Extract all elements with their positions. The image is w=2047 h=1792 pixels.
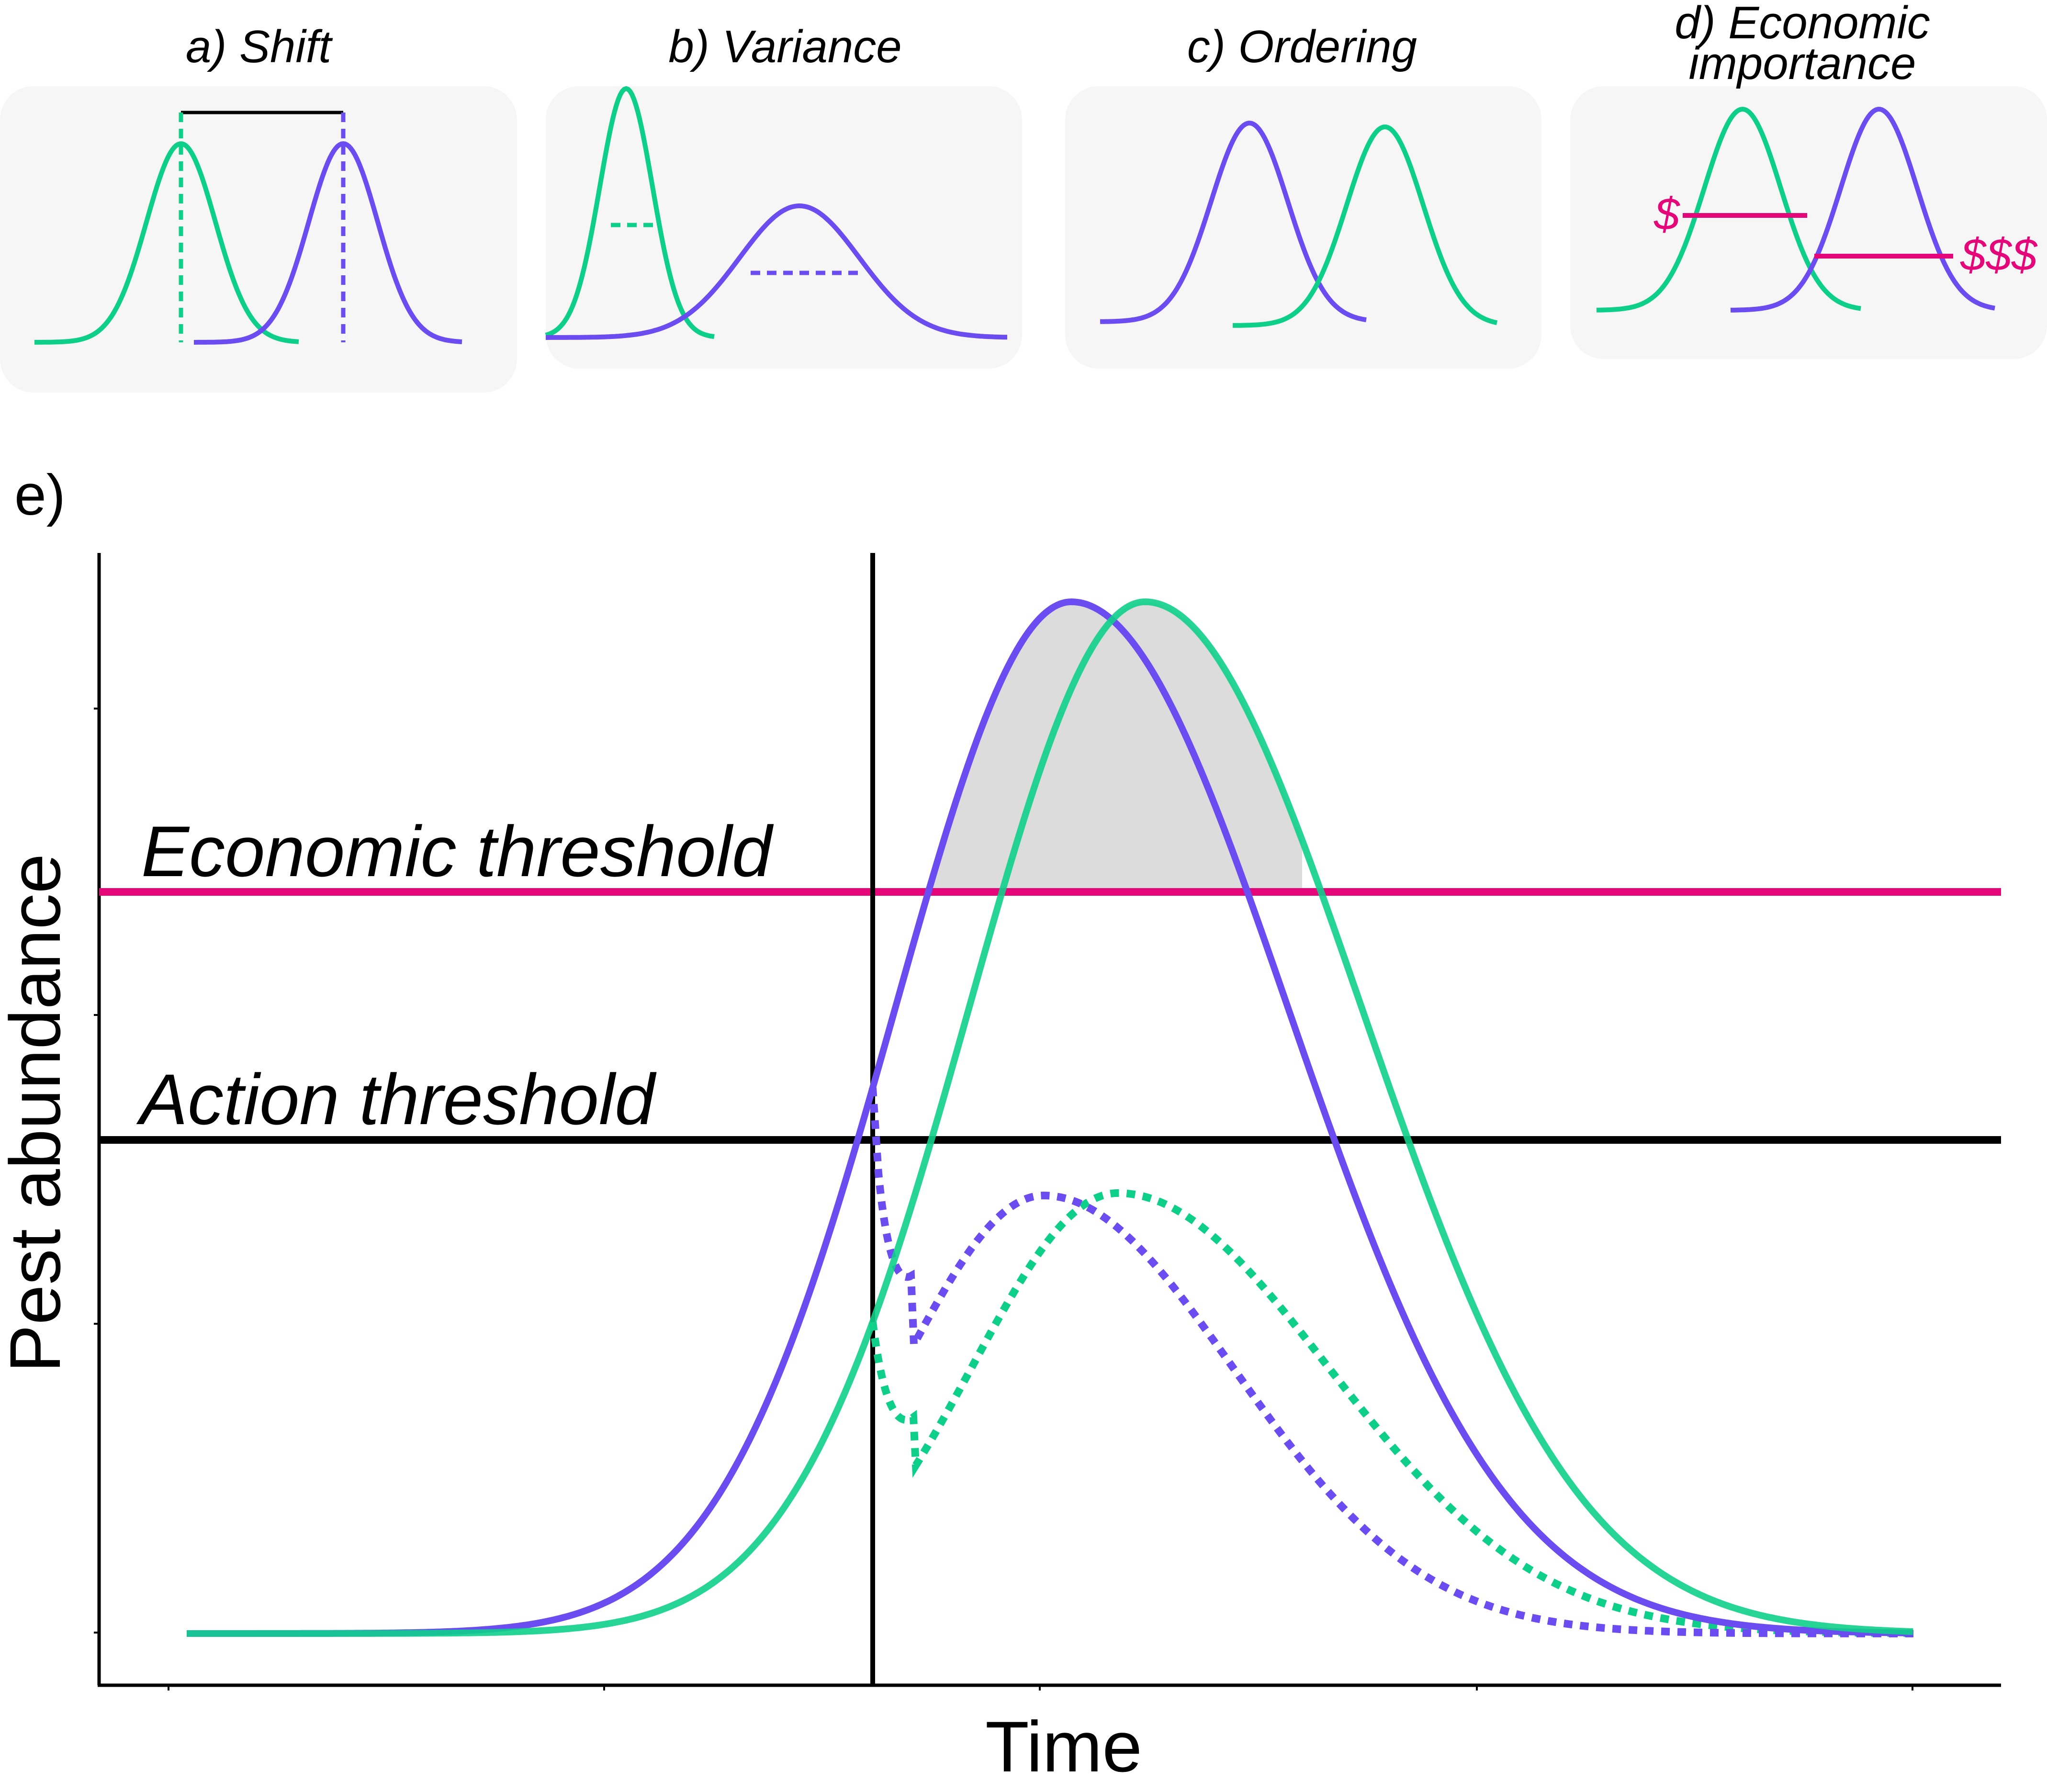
panel-b-title: b) Variance: [668, 21, 901, 72]
panel-b: b) Variance: [545, 21, 1022, 369]
panel-c-title: c) Ordering: [1187, 21, 1417, 72]
purple-controlled-curve: [869, 1087, 1913, 1637]
panel-c-background: [1065, 86, 1541, 369]
green-uncontrolled-curve: [187, 598, 1913, 1637]
green-controlled-curve: [869, 1189, 1912, 1637]
panel-a-purple-curve: [194, 141, 462, 345]
panel-b-background: [546, 86, 1022, 369]
panel-d-high-cost-label: $$$: [1960, 229, 2038, 281]
panel-d-title-line1: d) Economic: [1675, 0, 1930, 48]
x-axis-label: Time: [985, 1706, 1142, 1787]
panel-d-low-cost-label: $: [1653, 189, 1680, 240]
panel-d: d) Economic importance $ $$$: [1570, 0, 2047, 359]
panel-e: e) Economic threshold Action threshold T…: [0, 463, 2001, 1787]
panel-c: c) Ordering: [1065, 21, 1541, 369]
panel-a-title: a) Shift: [186, 21, 333, 72]
economic-threshold-label: Economic threshold: [141, 811, 774, 891]
panel-d-background: [1570, 86, 2047, 359]
panel-d-title-line2: importance: [1689, 38, 1916, 89]
panel-d-purple-curve: [1730, 107, 1995, 313]
panel-e-letter: e): [14, 463, 66, 527]
x-axis-ticks: [168, 1685, 1913, 1691]
panel-a-background: [0, 86, 517, 393]
panel-b-purple-curve: [546, 203, 1007, 340]
panel-c-purple-curve: [1100, 120, 1367, 324]
panel-b-green-curve: [545, 86, 715, 339]
damage-area-shading: [929, 602, 1302, 892]
panel-c-green-curve: [1233, 124, 1498, 328]
panel-d-green-curve: [1596, 106, 1861, 313]
action-threshold-label: Action threshold: [136, 1059, 657, 1139]
y-axis-ticks: [94, 708, 99, 1634]
panel-a: a) Shift: [0, 21, 517, 393]
panel-a-green-curve: [34, 141, 299, 345]
y-axis-label: Pest abundance: [0, 854, 75, 1373]
